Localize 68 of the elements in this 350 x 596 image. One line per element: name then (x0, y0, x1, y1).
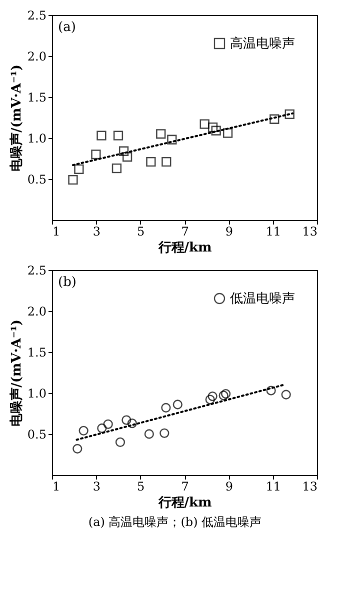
y-tick-label: 2.0 (27, 50, 46, 64)
point (122, 415, 132, 425)
x-axis-title: 行程/km (157, 496, 212, 510)
legend-label: 低温电噪声 (230, 292, 295, 306)
point (118, 146, 129, 156)
point (74, 164, 84, 174)
point (220, 388, 231, 399)
y-tick-label: 1.5 (27, 346, 46, 360)
point (162, 156, 172, 167)
x-tick-label: 5 (137, 224, 145, 238)
x-tick-label: 11 (266, 224, 281, 238)
y-tick-label: 0.5 (27, 172, 46, 186)
point (96, 130, 106, 140)
point (281, 390, 291, 400)
x-tick-label: 9 (225, 224, 233, 238)
point (270, 114, 280, 124)
annotation: (a) (58, 20, 76, 35)
point (161, 402, 171, 413)
point (72, 444, 82, 454)
y-tick-label: 2.0 (27, 304, 46, 318)
legend-label: 高温电噪声 (230, 36, 295, 52)
point (200, 119, 210, 129)
point (218, 390, 228, 400)
x-tick-label: 11 (266, 480, 281, 494)
x-axis-title: 行程/km (157, 240, 212, 256)
x-tick-label: 13 (302, 224, 318, 238)
point (146, 156, 156, 167)
x-tick-label: 7 (181, 480, 189, 494)
x-tick-label: 1 (52, 224, 60, 238)
point (208, 391, 218, 402)
point (156, 129, 166, 139)
point (68, 174, 78, 185)
y-tick-label: 1.5 (27, 90, 46, 104)
point (266, 386, 276, 396)
point (78, 426, 88, 436)
y-tick-label: 2.5 (27, 264, 46, 278)
x-tick-label: 1 (52, 480, 60, 494)
x-tick-label: 3 (92, 224, 100, 238)
point (144, 429, 154, 439)
point (172, 400, 182, 410)
y-tick-label: 0.5 (27, 428, 46, 442)
point (222, 128, 233, 138)
annotation: (b) (58, 275, 76, 290)
point (122, 152, 132, 162)
point (103, 419, 113, 429)
y-axis-title: 电噪声/(mV·A⁻¹) (9, 319, 24, 427)
point (284, 109, 294, 120)
point (208, 122, 218, 132)
x-tick-label: 13 (302, 480, 318, 494)
point (115, 437, 126, 448)
point (211, 126, 221, 136)
x-tick-label: 9 (225, 480, 233, 494)
point (91, 150, 101, 160)
point (205, 394, 215, 404)
y-tick-label: 1.0 (27, 132, 46, 146)
x-tick-label: 7 (181, 224, 189, 238)
y-axis-title: 电噪声/(mV·A⁻¹) (9, 64, 24, 172)
point (97, 423, 107, 434)
point (167, 134, 177, 144)
point (113, 130, 124, 140)
x-tick-label: 3 (92, 480, 100, 494)
point (127, 418, 137, 428)
y-tick-label: 2.5 (27, 8, 46, 22)
y-tick-label: 1.0 (27, 386, 46, 400)
point (160, 428, 170, 438)
x-tick-label: 5 (137, 480, 145, 494)
point (112, 164, 122, 174)
text: (a) 高温电噪声；(b) 低温电噪声 (87, 514, 263, 531)
